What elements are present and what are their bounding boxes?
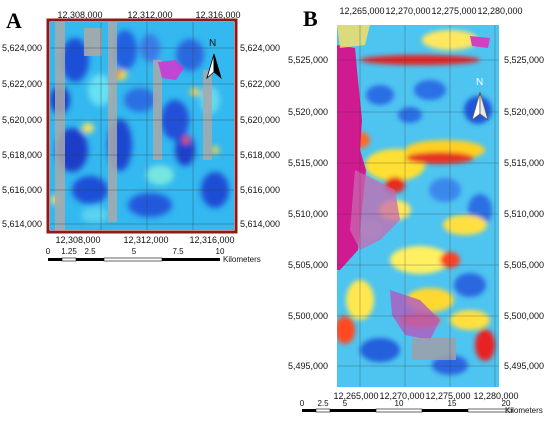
map-b-top-tick: 12,270,000	[385, 6, 431, 16]
map-b-bottom-tick: 12,280,000	[473, 391, 519, 401]
map-b-right-tick: 5,495,000	[504, 361, 545, 371]
map-a-left-tick: 5,624,000	[2, 43, 43, 53]
north-b-label: N	[476, 77, 484, 88]
map-a-left-tick: 5,618,000	[2, 150, 43, 160]
map-b	[337, 25, 499, 387]
map-b-bottom-tick: 12,270,000	[379, 391, 425, 401]
scale-b-label: 2.5	[317, 399, 329, 408]
scale-a-label: 10	[215, 247, 225, 256]
scale-a-label: 7.5	[172, 247, 184, 256]
map-b-left-tick: 5,520,000	[288, 107, 329, 117]
map-a-left-tick: 5,622,000	[2, 79, 43, 89]
scale-b-label: 15	[447, 399, 457, 408]
map-b-top-tick: 12,280,000	[477, 6, 523, 16]
panel-a-letter: A	[6, 8, 22, 33]
map-b-left-tick: 5,500,000	[288, 311, 329, 321]
map-a-left-tick: 5,616,000	[2, 185, 43, 195]
map-b-right-tick: 5,510,000	[504, 209, 545, 219]
scale-bar-a	[48, 257, 220, 262]
north-arrow-a-icon	[206, 53, 222, 80]
map-a-right-tick: 5,624,000	[240, 43, 281, 53]
north-a-label: N	[209, 38, 217, 49]
map-a-bottom-tick: 12,312,000	[123, 235, 169, 245]
map-b-top-tick: 12,265,000	[339, 6, 385, 16]
scale-a-label: 5	[131, 247, 137, 256]
map-a-frame	[46, 18, 238, 234]
map-a-right-tick: 5,616,000	[240, 185, 281, 195]
panel-b-letter: B	[303, 6, 318, 31]
north-arrow-b-icon	[471, 91, 489, 122]
scale-a-label: 2.5	[84, 247, 96, 256]
map-b-top-tick: 12,275,000	[431, 6, 477, 16]
map-b-left-tick: 5,495,000	[288, 361, 329, 371]
map-b-bottom-tick: 12,275,000	[425, 391, 471, 401]
map-a-right-tick: 5,614,000	[240, 219, 281, 229]
map-b-bottom-tick: 12,265,000	[333, 391, 379, 401]
map-b-left-tick: 5,525,000	[288, 55, 329, 65]
map-b-right-tick: 5,500,000	[504, 311, 545, 321]
map-b-right-tick: 5,525,000	[504, 55, 545, 65]
map-a-right-tick: 5,620,000	[240, 115, 281, 125]
map-b-left-tick: 5,510,000	[288, 209, 329, 219]
scale-b-label: 5	[342, 399, 348, 408]
map-a-left-tick: 5,614,000	[2, 219, 43, 229]
map-a-right-tick: 5,622,000	[240, 79, 281, 89]
scale-b-label: 0	[299, 399, 305, 408]
map-b-left-tick: 5,515,000	[288, 158, 329, 168]
scale-a-unit: Kilometers	[223, 255, 261, 264]
map-a-top-tick: 12,312,000	[127, 10, 173, 20]
scale-bar-b	[302, 408, 513, 413]
map-b-right-tick: 5,515,000	[504, 158, 545, 168]
scale-b-unit: Kilometers	[505, 406, 543, 415]
map-a-bottom-tick: 12,316,000	[189, 235, 235, 245]
map-b-right-tick: 5,520,000	[504, 107, 545, 117]
scale-b-label: 20	[501, 399, 511, 408]
map-b-right-tick: 5,505,000	[504, 260, 545, 270]
map-a-top-tick: 12,316,000	[195, 10, 241, 20]
scale-a-label: 1.25	[61, 247, 77, 256]
map-a-right-tick: 5,618,000	[240, 150, 281, 160]
map-a-bottom-tick: 12,308,000	[55, 235, 101, 245]
map-a-left-tick: 5,620,000	[2, 115, 43, 125]
map-a-top-tick: 12,308,000	[57, 10, 103, 20]
map-a	[50, 22, 234, 230]
scale-a-label: 0	[45, 247, 51, 256]
scale-b-label: 10	[394, 399, 404, 408]
map-b-left-tick: 5,505,000	[288, 260, 329, 270]
